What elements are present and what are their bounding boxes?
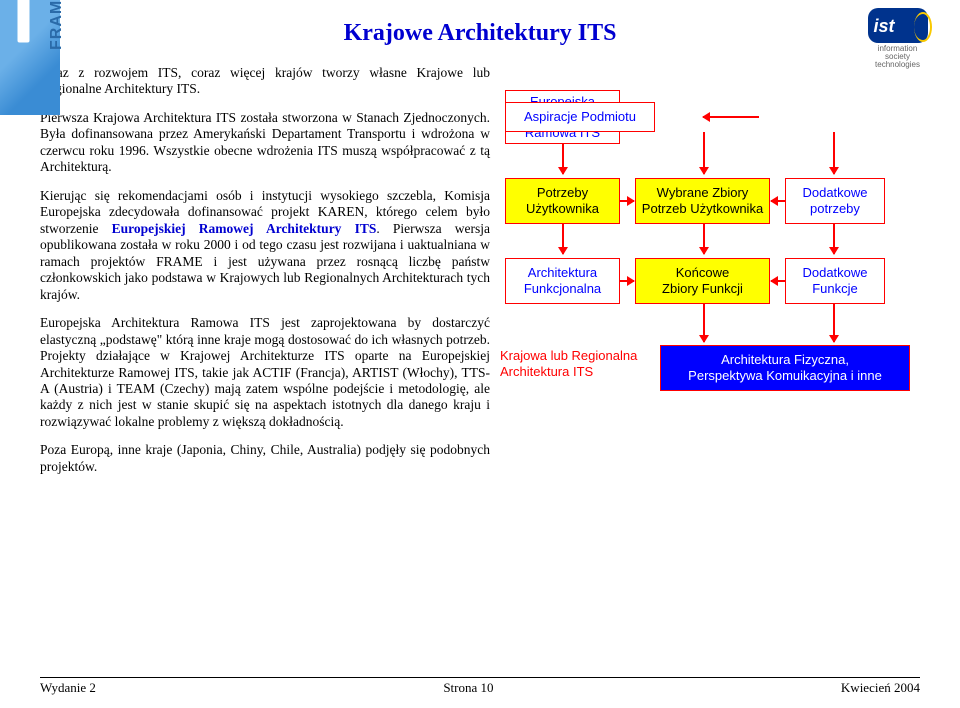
page-footer: Wydanie 2 Strona 10 Kwiecień 2004 (40, 677, 920, 696)
arrow-icon (771, 280, 785, 282)
arrow-icon (562, 144, 564, 174)
arrow-icon (703, 304, 705, 342)
paragraph-5: Poza Europą, inne kraje (Japonia, Chiny,… (40, 442, 490, 475)
text-column: Wraz z rozwojem ITS, coraz więcej krajów… (40, 65, 490, 487)
ist-logo: ist information society technologies (860, 8, 935, 69)
box-additional-needs: Dodatkowe potrzeby (785, 178, 885, 224)
content-columns: Wraz z rozwojem ITS, coraz więcej krajów… (40, 65, 920, 487)
box-aspirations: Aspiracje Podmiotu (505, 102, 655, 132)
footer-date: Kwiecień 2004 (841, 680, 920, 696)
paragraph-2: Pierwsza Krajowa Architektura ITS został… (40, 110, 490, 176)
arrow-icon (703, 116, 759, 118)
box-function-sets: Końcowe Zbiory Funkcji (635, 258, 770, 304)
architecture-diagram: Europejska Architektura Ramowa ITS Aspir… (505, 90, 910, 450)
arrow-icon (562, 224, 564, 254)
diagram-column: Europejska Architektura Ramowa ITS Aspir… (505, 65, 910, 487)
footer-edition: Wydanie 2 (40, 680, 96, 696)
footer-page: Strona 10 (443, 680, 493, 696)
frame-logo-text: FRAME (48, 0, 66, 50)
arrow-icon (703, 132, 705, 174)
highlight-text: Europejskiej Ramowej Architektury ITS (112, 221, 377, 236)
box-additional-functions: Dodatkowe Funkcje (785, 258, 885, 304)
arrow-icon (833, 304, 835, 342)
arrow-icon (833, 224, 835, 254)
arrow-icon (620, 280, 634, 282)
box-functional-arch: Architektura Funkcjonalna (505, 258, 620, 304)
box-physical-arch: Architektura Fizyczna, Perspektywa Komui… (660, 345, 910, 391)
paragraph-4: Europejska Architektura Ramowa ITS jest … (40, 315, 490, 430)
arrow-icon (771, 200, 785, 202)
page-title: Krajowe Architektury ITS (40, 20, 920, 47)
paragraph-3: Kierując się rekomendacjami osób i insty… (40, 188, 490, 303)
arrow-icon (620, 200, 634, 202)
box-user-needs: Potrzeby Użytkownika (505, 178, 620, 224)
arrow-icon (833, 132, 835, 174)
paragraph-1: Wraz z rozwojem ITS, coraz więcej krajów… (40, 65, 490, 98)
box-selected-needs: Wybrane Zbiory Potrzeb Użytkownika (635, 178, 770, 224)
label-national-regional: Krajowa lub Regionalna Architektura ITS (500, 348, 658, 388)
arrow-icon (703, 224, 705, 254)
